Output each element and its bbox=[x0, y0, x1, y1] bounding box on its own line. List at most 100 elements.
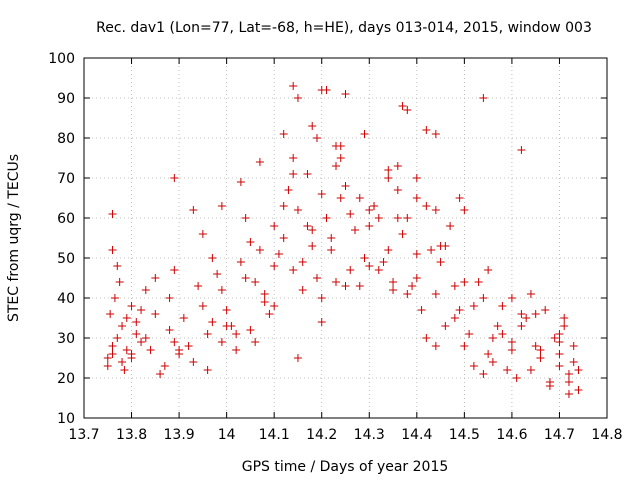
data-point bbox=[289, 170, 298, 178]
data-point bbox=[331, 162, 340, 170]
data-point bbox=[455, 194, 464, 202]
data-point bbox=[303, 222, 312, 230]
data-point bbox=[274, 250, 283, 258]
data-point bbox=[517, 146, 526, 154]
x-tick-label: 13.8 bbox=[116, 427, 147, 443]
data-point bbox=[469, 362, 478, 370]
x-axis-label: GPS time / Days of year 2015 bbox=[242, 459, 449, 475]
x-tick-label: 14.3 bbox=[354, 427, 385, 443]
data-point bbox=[336, 194, 345, 202]
data-point bbox=[574, 366, 583, 374]
data-point bbox=[531, 310, 540, 318]
data-point bbox=[422, 126, 431, 134]
data-point bbox=[365, 262, 374, 270]
data-point bbox=[232, 346, 241, 354]
data-point bbox=[308, 122, 317, 130]
data-point bbox=[303, 170, 312, 178]
data-point bbox=[412, 174, 421, 182]
data-point bbox=[179, 314, 188, 322]
y-tick-label: 60 bbox=[57, 211, 75, 227]
data-point bbox=[545, 382, 554, 390]
data-point bbox=[222, 322, 231, 330]
data-point bbox=[151, 274, 160, 282]
y-axis-ticks: 10 20 30 40 50 60 70 80 90 100 bbox=[48, 51, 607, 427]
data-point bbox=[484, 350, 493, 358]
data-point bbox=[208, 318, 217, 326]
data-point bbox=[469, 302, 478, 310]
data-point bbox=[360, 130, 369, 138]
data-point bbox=[355, 282, 364, 290]
data-point bbox=[517, 322, 526, 330]
data-point bbox=[141, 286, 150, 294]
data-point bbox=[103, 354, 112, 362]
data-point bbox=[108, 342, 117, 350]
data-point bbox=[564, 390, 573, 398]
data-point bbox=[431, 206, 440, 214]
data-point bbox=[436, 258, 445, 266]
x-tick-label: 14 bbox=[218, 427, 236, 443]
data-point bbox=[279, 234, 288, 242]
y-tick-label: 100 bbox=[48, 51, 75, 67]
data-point bbox=[156, 370, 165, 378]
data-point bbox=[555, 362, 564, 370]
data-point bbox=[493, 322, 502, 330]
data-point bbox=[564, 378, 573, 386]
data-point bbox=[479, 370, 488, 378]
y-tick-label: 50 bbox=[57, 251, 75, 267]
data-point bbox=[189, 358, 198, 366]
data-point bbox=[122, 314, 131, 322]
data-point bbox=[460, 206, 469, 214]
data-point bbox=[106, 310, 115, 318]
data-point bbox=[260, 290, 269, 298]
data-point bbox=[365, 206, 374, 214]
data-point bbox=[498, 330, 507, 338]
data-point bbox=[384, 174, 393, 182]
data-point bbox=[555, 338, 564, 346]
data-point bbox=[160, 362, 169, 370]
data-point bbox=[398, 102, 407, 110]
data-point bbox=[389, 278, 398, 286]
data-point bbox=[293, 94, 302, 102]
data-point bbox=[222, 306, 231, 314]
data-point bbox=[255, 158, 264, 166]
data-point bbox=[246, 238, 255, 246]
data-point bbox=[431, 290, 440, 298]
y-tick-label: 70 bbox=[57, 171, 75, 187]
data-point bbox=[198, 302, 207, 310]
data-point bbox=[284, 186, 293, 194]
data-point bbox=[198, 230, 207, 238]
data-point bbox=[346, 266, 355, 274]
data-point bbox=[431, 342, 440, 350]
data-point bbox=[270, 302, 279, 310]
data-point bbox=[436, 242, 445, 250]
x-tick-label: 14.8 bbox=[591, 427, 622, 443]
data-point bbox=[184, 342, 193, 350]
data-point bbox=[322, 214, 331, 222]
x-tick-label: 14.1 bbox=[259, 427, 290, 443]
data-point bbox=[412, 194, 421, 202]
data-point bbox=[389, 286, 398, 294]
data-point bbox=[526, 290, 535, 298]
data-point bbox=[208, 254, 217, 262]
data-point bbox=[298, 258, 307, 266]
data-point bbox=[479, 94, 488, 102]
data-point bbox=[118, 322, 127, 330]
data-point bbox=[189, 206, 198, 214]
data-point bbox=[503, 366, 512, 374]
data-point bbox=[165, 294, 174, 302]
data-point bbox=[360, 254, 369, 262]
data-point bbox=[122, 346, 131, 354]
data-point bbox=[507, 338, 516, 346]
data-point bbox=[412, 250, 421, 258]
data-point bbox=[110, 294, 119, 302]
data-point bbox=[564, 370, 573, 378]
data-point bbox=[341, 182, 350, 190]
data-point bbox=[331, 142, 340, 150]
data-point bbox=[379, 258, 388, 266]
data-point bbox=[132, 318, 141, 326]
data-point bbox=[317, 190, 326, 198]
x-tick-label: 14.7 bbox=[544, 427, 575, 443]
data-point bbox=[450, 314, 459, 322]
y-tick-label: 30 bbox=[57, 331, 75, 347]
